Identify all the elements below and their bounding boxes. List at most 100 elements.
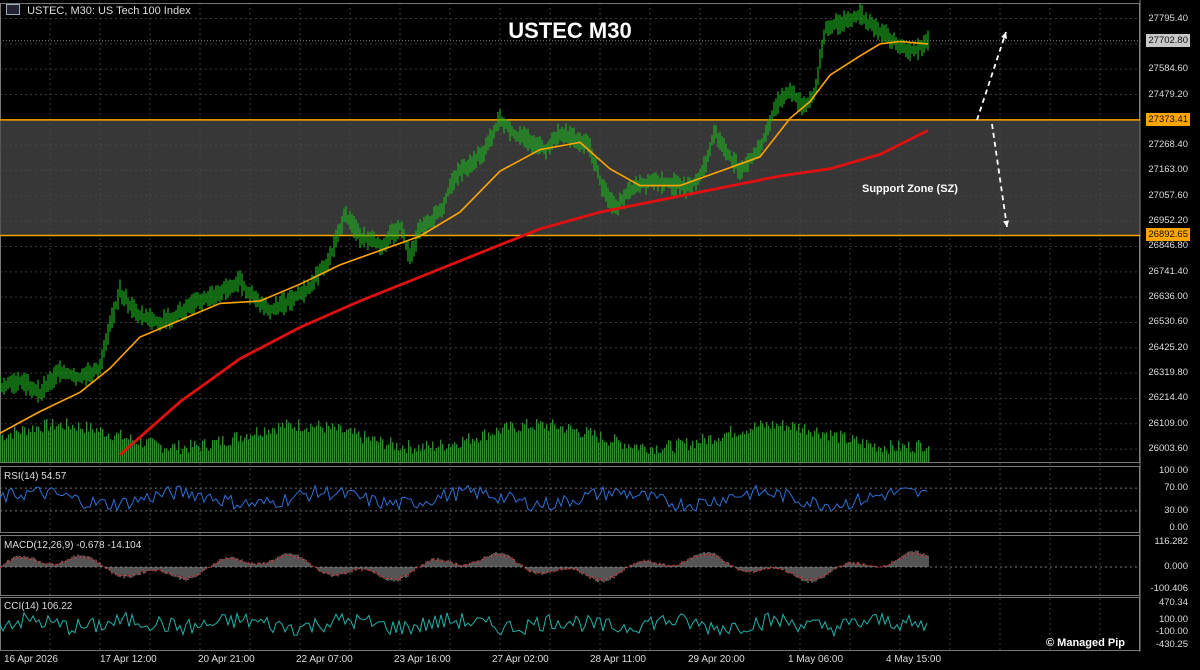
- volume-bar: [238, 441, 240, 462]
- volume-bar: [180, 453, 182, 462]
- volume-bar: [522, 422, 524, 462]
- volume-bar: [170, 448, 172, 462]
- volume-bar: [446, 448, 448, 462]
- volume-bar: [2, 434, 4, 462]
- volume-bar: [454, 442, 456, 462]
- volume-bar: [506, 422, 508, 462]
- volume-bar: [220, 444, 222, 462]
- volume-bar: [692, 440, 694, 462]
- volume-bar: [682, 441, 684, 462]
- volume-bar: [674, 452, 676, 462]
- volume-bar: [108, 433, 110, 462]
- volume-bar: [72, 424, 74, 462]
- volume-bar: [602, 439, 604, 462]
- volume-bar: [806, 434, 808, 462]
- volume-bar: [550, 422, 552, 462]
- volume-bar: [596, 436, 598, 462]
- volume-bar: [868, 443, 870, 462]
- y-tick-label: 27268.40: [1148, 139, 1188, 151]
- x-tick-label: 17 Apr 12:00: [100, 654, 157, 665]
- volume-bar: [790, 429, 792, 462]
- volume-bar: [452, 444, 454, 462]
- volume-bar: [918, 439, 920, 462]
- volume-bar: [780, 425, 782, 462]
- x-tick-label: 20 Apr 21:00: [198, 654, 255, 665]
- volume-bar: [336, 430, 338, 462]
- volume-bar: [704, 438, 706, 462]
- volume-bar: [642, 443, 644, 462]
- cci-tick-label: -430.25: [1155, 639, 1188, 650]
- volume-bar: [800, 432, 802, 462]
- volume-bar: [584, 434, 586, 462]
- rsi-line: [0, 484, 928, 513]
- volume-bar: [82, 428, 84, 462]
- volume-bar: [502, 427, 504, 462]
- volume-bar: [80, 428, 82, 462]
- volume-bar: [520, 431, 522, 462]
- volume-bar: [138, 444, 140, 462]
- volume-bar: [572, 428, 574, 462]
- volume-bar: [810, 432, 812, 462]
- volume-bar: [326, 422, 328, 462]
- volume-bar: [102, 429, 104, 462]
- volume-bar: [720, 441, 722, 462]
- volume-bar: [142, 447, 144, 462]
- volume-bar: [230, 445, 232, 462]
- volume-bar: [74, 428, 76, 462]
- panel-frame: [0, 535, 1140, 596]
- volume-bar: [664, 447, 666, 462]
- volume-bar: [708, 435, 710, 462]
- volume-bar: [470, 443, 472, 462]
- volume-bar: [114, 435, 116, 462]
- volume-bar: [186, 447, 188, 462]
- volume-bar: [68, 426, 70, 462]
- panel-frame: [0, 466, 1140, 533]
- volume-bar: [384, 449, 386, 462]
- x-tick-label: 27 Apr 02:00: [492, 654, 549, 665]
- volume-bar: [514, 428, 516, 462]
- volume-bar: [826, 432, 828, 462]
- volume-bar: [330, 428, 332, 462]
- volume-bar: [624, 443, 626, 462]
- volume-bar: [808, 430, 810, 462]
- volume-bar: [196, 444, 198, 462]
- volume-bar: [272, 427, 274, 462]
- volume-bar: [158, 443, 160, 462]
- volume-bar: [610, 441, 612, 462]
- volume-bar: [920, 442, 922, 462]
- volume-bar: [342, 432, 344, 462]
- zone-bottom-price-tag: 26892.65: [1146, 228, 1190, 242]
- volume-bar: [356, 433, 358, 462]
- volume-bar: [36, 426, 38, 462]
- volume-bar: [592, 435, 594, 462]
- volume-bar: [48, 430, 50, 462]
- volume-bar: [500, 433, 502, 462]
- volume-bar: [824, 433, 826, 462]
- volume-bar: [256, 427, 258, 462]
- volume-bar: [414, 448, 416, 462]
- volume-bar: [286, 419, 288, 462]
- volume-bar: [360, 437, 362, 462]
- volume-bar: [534, 429, 536, 462]
- volume-bar: [418, 444, 420, 462]
- volume-bar: [578, 432, 580, 462]
- rsi-tick-label: 0.00: [1169, 522, 1189, 533]
- volume-bar: [116, 432, 118, 462]
- volume-bar: [348, 429, 350, 462]
- volume-bar: [854, 438, 856, 462]
- volume-bar: [460, 447, 462, 462]
- volume-bar: [782, 420, 784, 462]
- volume-bar: [536, 419, 538, 462]
- volume-bar: [266, 434, 268, 462]
- volume-bar: [482, 431, 484, 462]
- volume-bar: [870, 443, 872, 462]
- volume-bar: [98, 431, 100, 462]
- volume-bar: [672, 450, 674, 462]
- volume-bar: [12, 438, 14, 462]
- macd-tick-label: 116.282: [1154, 536, 1188, 547]
- cci-tick-label: 100.00: [1158, 614, 1188, 625]
- volume-bar: [190, 439, 192, 462]
- volume-bar: [66, 418, 68, 462]
- volume-bar: [338, 423, 340, 462]
